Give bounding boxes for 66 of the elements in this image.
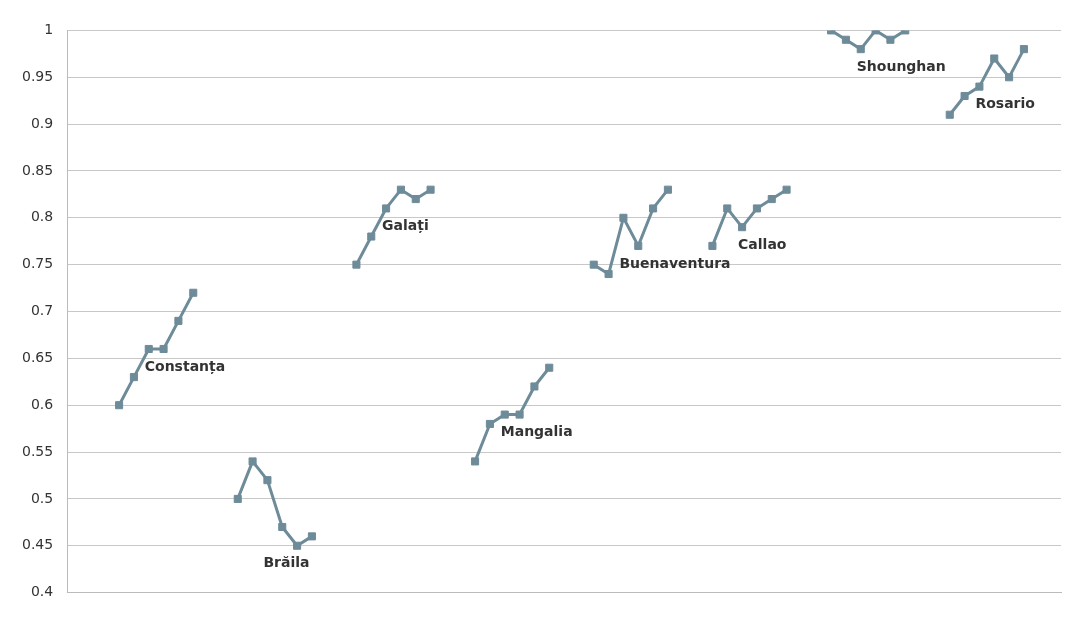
- point: [129, 373, 138, 382]
- point: [500, 410, 509, 419]
- point: [189, 288, 198, 297]
- series-label: Shounghan: [856, 57, 946, 74]
- point: [233, 494, 242, 503]
- y-tick-label: 0.5: [30, 489, 54, 506]
- point: [382, 204, 391, 213]
- series-label: Constanța: [144, 357, 226, 375]
- point: [115, 401, 124, 410]
- point: [634, 241, 643, 250]
- y-tick-label: 0.55: [22, 442, 54, 459]
- point: [782, 185, 791, 194]
- point: [604, 269, 613, 279]
- series-label: Mangalia: [500, 423, 573, 440]
- y-tick-label: 0.95: [22, 67, 54, 84]
- point: [545, 363, 554, 372]
- point: [663, 185, 672, 194]
- point: [841, 35, 850, 44]
- point: [367, 232, 376, 241]
- point: [293, 541, 302, 550]
- y-tick-label: 0.45: [22, 536, 54, 553]
- y-tick-label: 0.6: [30, 395, 54, 412]
- point: [856, 45, 865, 54]
- point: [619, 213, 628, 222]
- y-tick-label: 0.8: [30, 208, 54, 225]
- point: [975, 82, 984, 91]
- point: [1019, 45, 1028, 54]
- point: [144, 344, 153, 354]
- point: [485, 419, 494, 428]
- series-label: Callao: [738, 235, 787, 252]
- y-tick-label: 0.9: [30, 114, 54, 131]
- series-label: Galați: [382, 217, 429, 235]
- point: [723, 204, 732, 213]
- y-tick-label: 0.75: [22, 255, 54, 272]
- point: [263, 476, 272, 485]
- point: [307, 532, 316, 541]
- point: [248, 457, 257, 466]
- point: [1005, 73, 1014, 82]
- point: [515, 410, 524, 419]
- point: [411, 195, 420, 204]
- y-tick-label: 0.4: [30, 583, 54, 600]
- y-tick-label: 0.85: [22, 161, 54, 178]
- point: [738, 223, 747, 232]
- point: [589, 260, 598, 269]
- point: [960, 91, 969, 101]
- point: [767, 195, 776, 204]
- point: [159, 344, 168, 354]
- point: [649, 204, 658, 213]
- y-tick-label: 1: [44, 21, 54, 38]
- series-label: Rosario: [975, 95, 1036, 112]
- point: [396, 185, 405, 194]
- point: [352, 260, 361, 269]
- series-label: Brăila: [263, 554, 310, 571]
- point: [426, 185, 435, 194]
- point: [174, 316, 183, 325]
- y-tick-label: 0.7: [30, 302, 54, 319]
- point: [471, 457, 480, 466]
- point: [752, 204, 761, 213]
- series-label: Buenaventura: [619, 254, 731, 271]
- point: [886, 35, 895, 44]
- point: [278, 522, 287, 532]
- point: [530, 382, 539, 391]
- y-tick-label: 0.65: [22, 348, 54, 365]
- point: [708, 241, 717, 250]
- point: [990, 54, 999, 63]
- point: [945, 110, 954, 119]
